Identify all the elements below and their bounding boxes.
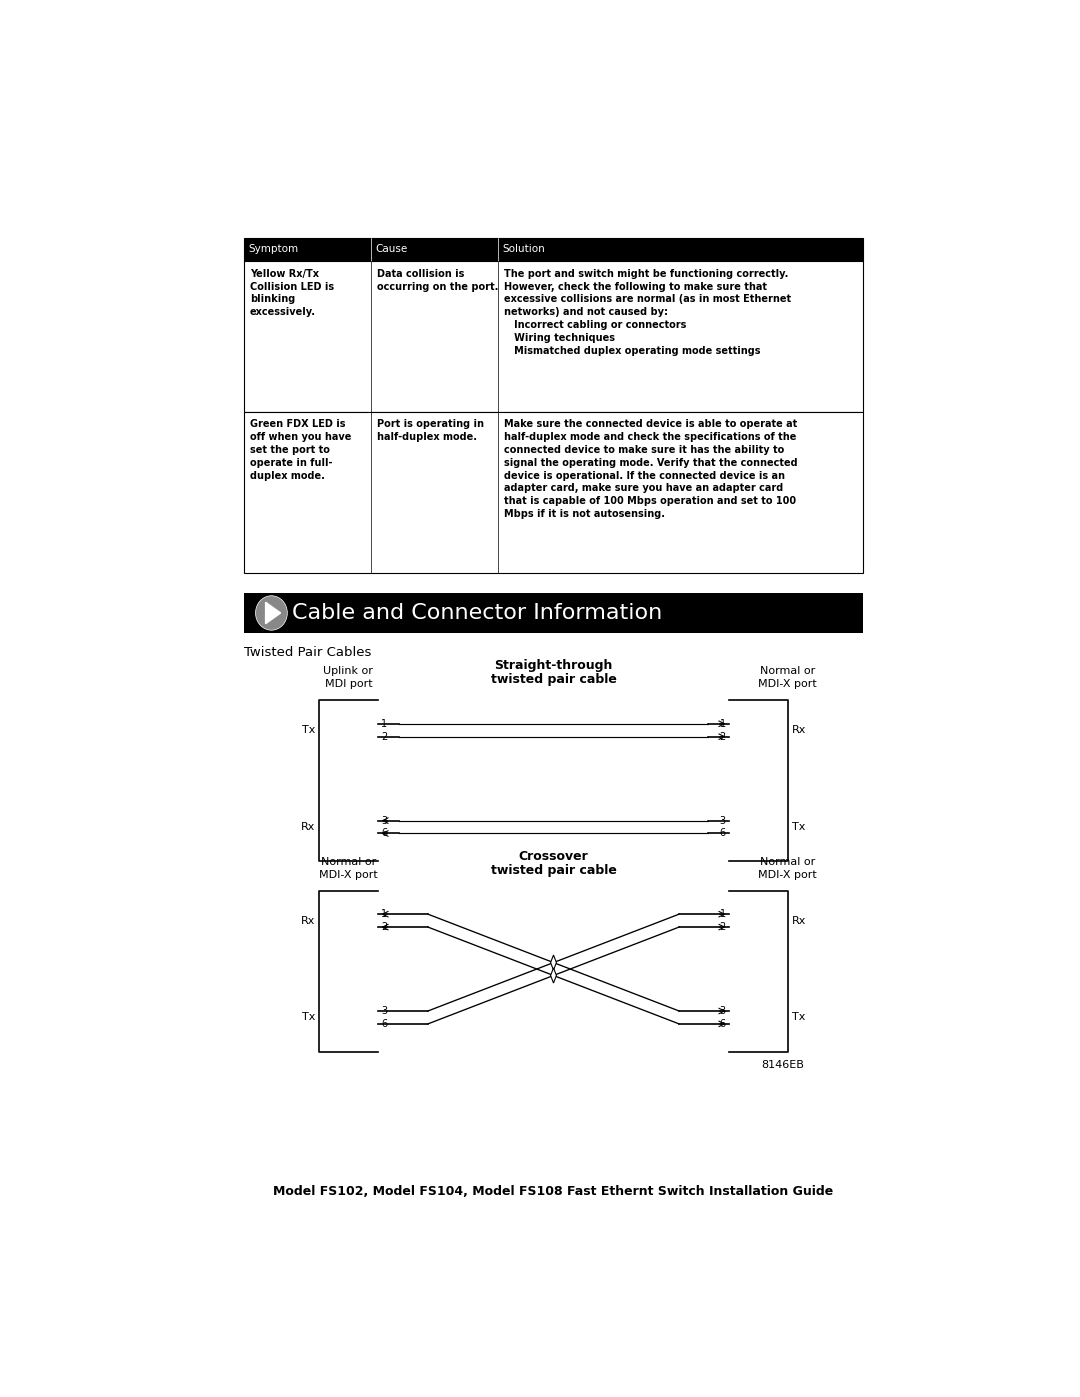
Text: MDI-X port: MDI-X port [319,870,378,880]
Text: 3: 3 [719,816,726,826]
Text: 2: 2 [381,732,388,742]
Text: Rx: Rx [300,915,315,926]
Text: Data collision is
occurring on the port.: Data collision is occurring on the port. [377,268,498,292]
Text: 1: 1 [381,909,388,919]
Text: Make sure the connected device is able to operate at
half-duplex mode and check : Make sure the connected device is able t… [504,419,798,518]
Text: Port is operating in
half-duplex mode.: Port is operating in half-duplex mode. [377,419,484,443]
Text: 3: 3 [381,1006,388,1016]
Text: 2: 2 [719,922,726,932]
Text: 1: 1 [381,719,388,729]
Text: 3: 3 [381,816,388,826]
Text: 1: 1 [719,719,726,729]
Text: Normal or: Normal or [760,856,815,866]
Text: 2: 2 [719,732,726,742]
Text: Uplink or: Uplink or [324,666,374,676]
Bar [244,412,863,573]
Text: Normal or: Normal or [760,666,815,676]
Polygon shape [551,968,556,983]
Text: Straight-through: Straight-through [495,659,612,672]
Text: The port and switch might be functioning correctly.
However, check the following: The port and switch might be functioning… [504,268,792,356]
Text: MDI port: MDI port [325,679,373,689]
Text: 2: 2 [381,922,388,932]
Text: Cause: Cause [376,244,407,254]
Text: 3: 3 [719,1006,726,1016]
Bar [244,237,863,261]
Bar [244,592,863,633]
Text: Crossover: Crossover [518,849,589,862]
Text: 6: 6 [381,828,388,838]
Text: Rx: Rx [300,821,315,833]
Text: 8146EB: 8146EB [761,1060,805,1070]
Text: Cable and Connector Information: Cable and Connector Information [293,604,663,623]
Text: Tx: Tx [792,821,806,833]
Text: twisted pair cable: twisted pair cable [490,863,617,876]
Text: 1: 1 [719,909,726,919]
Text: Model FS102, Model FS104, Model FS108 Fast Ethernt Switch Installation Guide: Model FS102, Model FS104, Model FS108 Fa… [273,1185,834,1199]
Ellipse shape [256,595,287,630]
Text: Green FDX LED is
off when you have
set the port to
operate in full-
duplex mode.: Green FDX LED is off when you have set t… [249,419,351,481]
Text: Symptom: Symptom [248,244,298,254]
Text: 6: 6 [719,828,726,838]
Text: Rx: Rx [792,725,807,735]
Text: Twisted Pair Cables: Twisted Pair Cables [244,647,372,659]
Text: Tx: Tx [301,725,315,735]
Text: Normal or: Normal or [321,856,376,866]
Text: Yellow Rx/Tx
Collision LED is
blinking
excessively.: Yellow Rx/Tx Collision LED is blinking e… [249,268,334,317]
Text: Rx: Rx [792,915,807,926]
Text: Solution: Solution [502,244,545,254]
Text: twisted pair cable: twisted pair cable [490,673,617,686]
Text: MDI-X port: MDI-X port [758,679,818,689]
Text: Tx: Tx [301,1013,315,1023]
Polygon shape [266,602,281,623]
Bar [244,261,863,412]
Polygon shape [551,956,556,970]
Text: 6: 6 [719,1018,726,1028]
Text: 6: 6 [381,1018,388,1028]
Text: Tx: Tx [792,1013,806,1023]
Text: MDI-X port: MDI-X port [758,870,818,880]
